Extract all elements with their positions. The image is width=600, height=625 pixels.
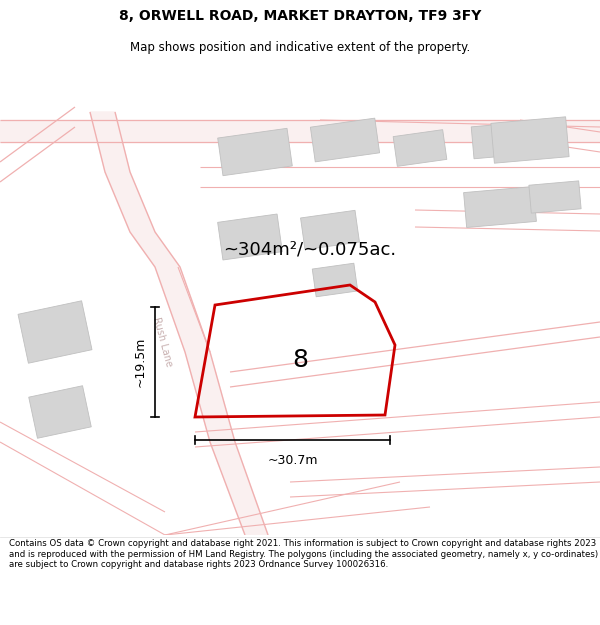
Polygon shape [18,301,92,363]
Polygon shape [310,118,380,162]
Polygon shape [218,214,283,260]
Text: Map shows position and indicative extent of the property.: Map shows position and indicative extent… [130,41,470,54]
Polygon shape [218,128,292,176]
Polygon shape [491,117,569,163]
Polygon shape [312,263,358,297]
Text: ~304m²/~0.075ac.: ~304m²/~0.075ac. [223,241,397,259]
Text: 8, ORWELL ROAD, MARKET DRAYTON, TF9 3FY: 8, ORWELL ROAD, MARKET DRAYTON, TF9 3FY [119,9,481,23]
Polygon shape [464,186,536,228]
Polygon shape [90,112,268,535]
Polygon shape [0,120,600,142]
Text: ~19.5m: ~19.5m [134,337,147,387]
Polygon shape [301,211,359,249]
Polygon shape [29,386,91,438]
Polygon shape [529,181,581,213]
Polygon shape [471,121,539,159]
Polygon shape [393,129,447,166]
Text: 8: 8 [292,348,308,372]
Text: ~30.7m: ~30.7m [267,454,318,467]
Text: Rush Lane: Rush Lane [151,316,173,368]
Text: Contains OS data © Crown copyright and database right 2021. This information is : Contains OS data © Crown copyright and d… [9,539,598,569]
